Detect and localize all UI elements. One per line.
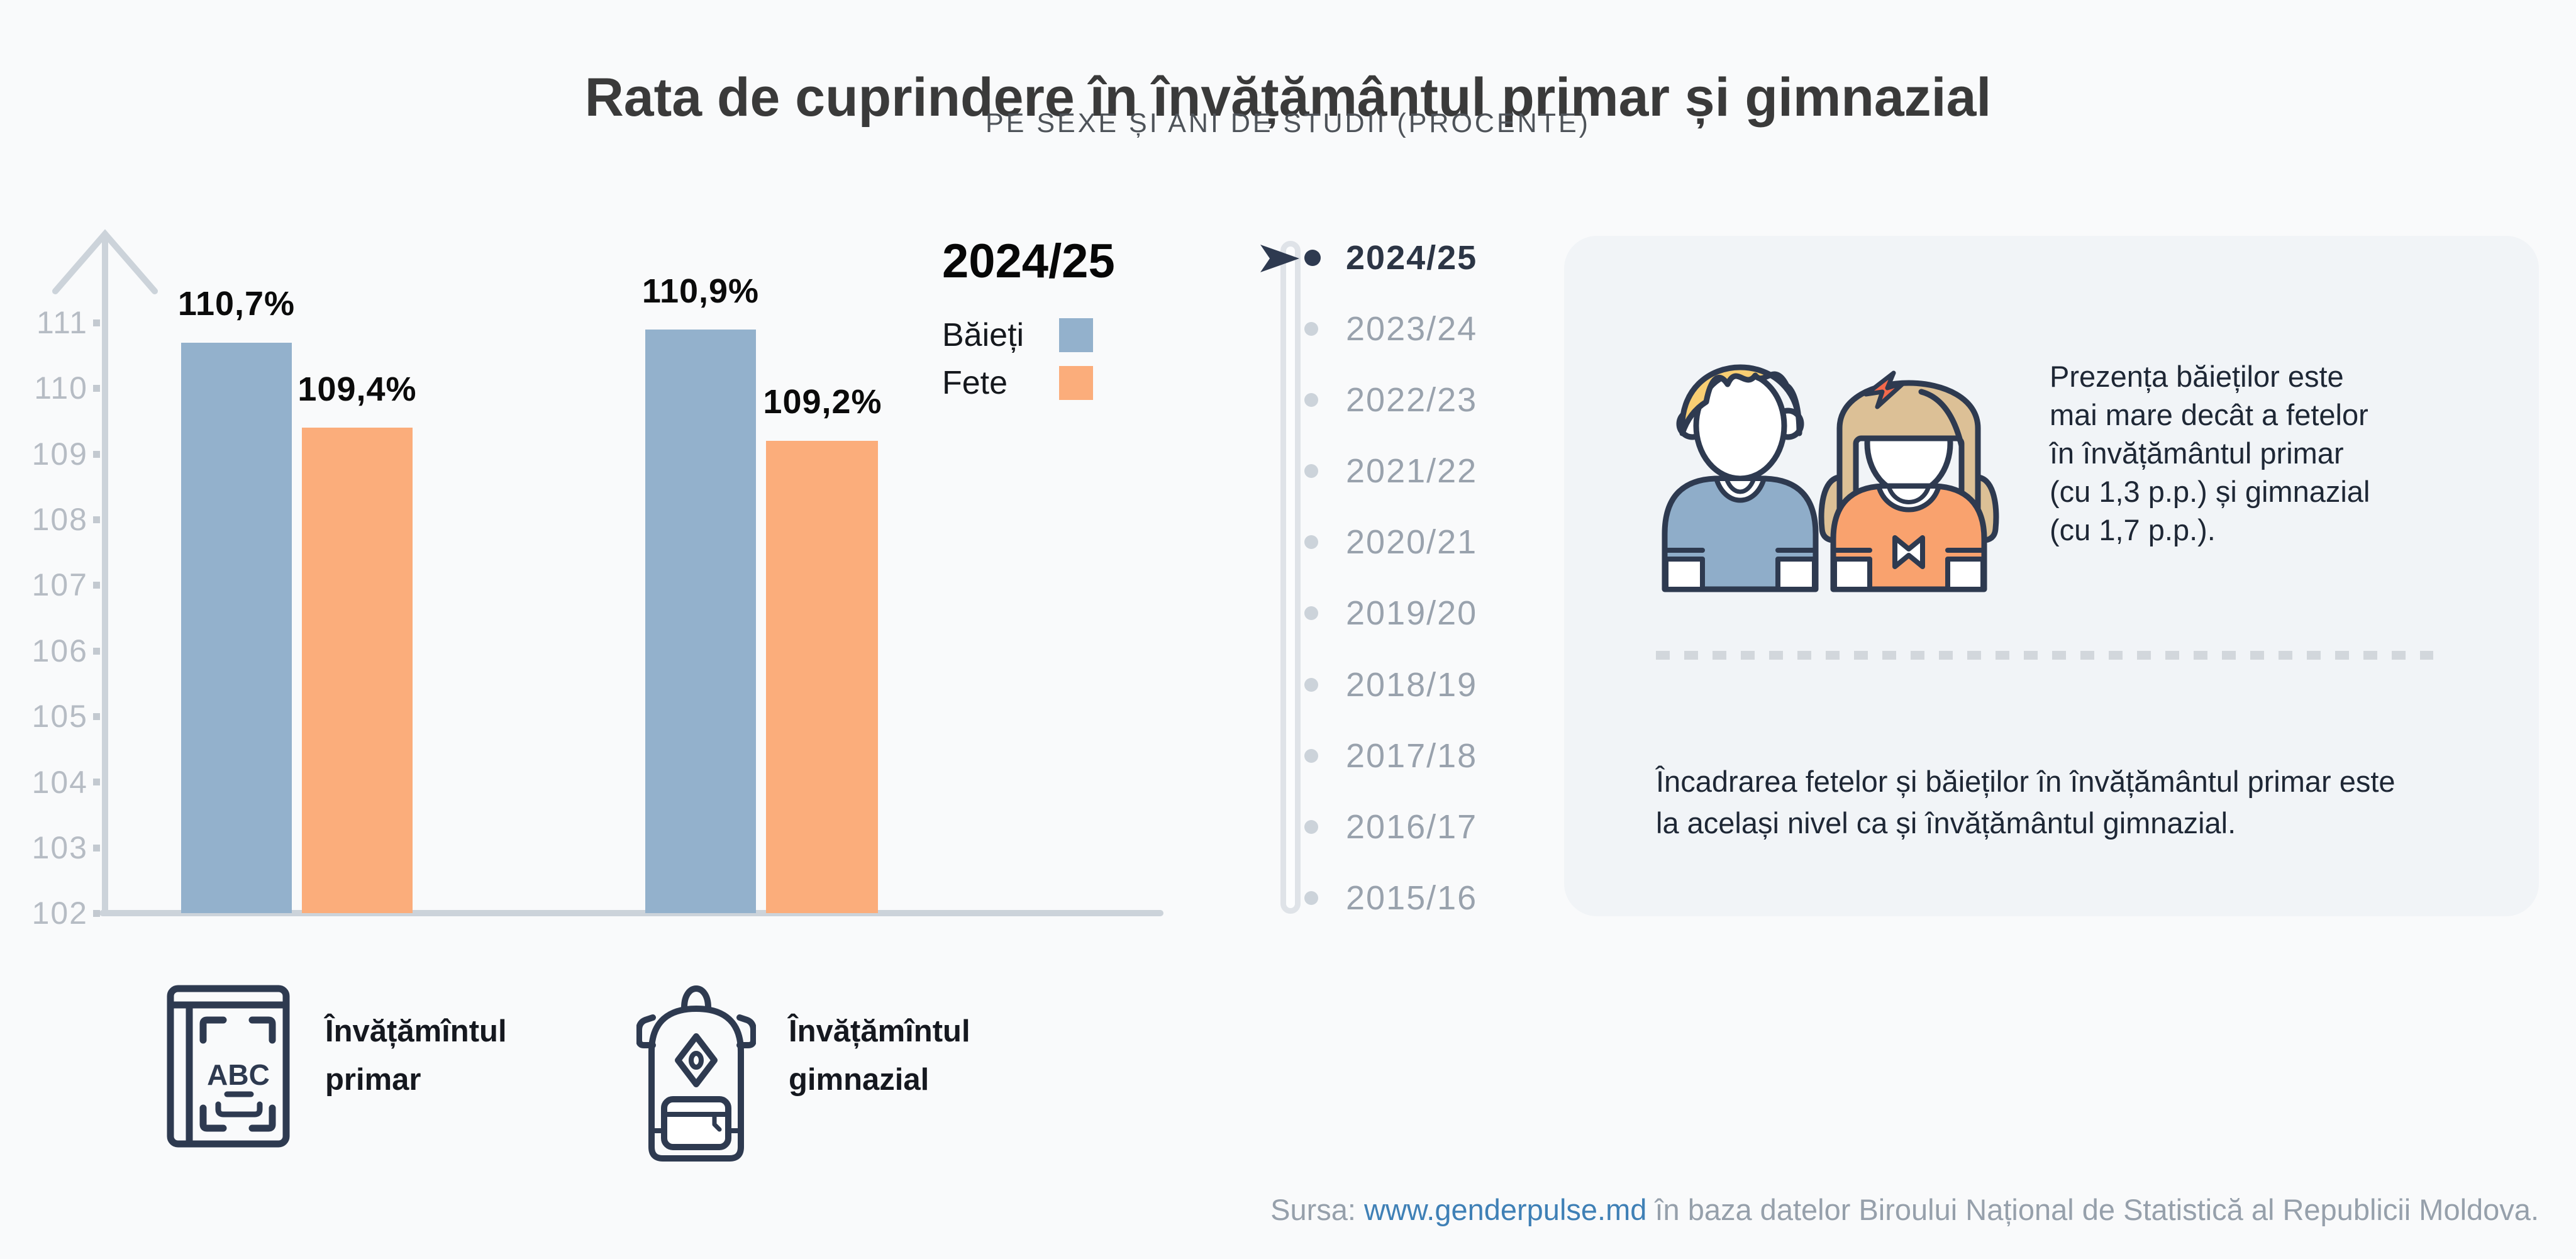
y-axis bbox=[52, 229, 1163, 917]
timeline-year-label: 2024/25 bbox=[1346, 239, 1478, 277]
source-link[interactable]: www.genderpulse.md bbox=[1364, 1193, 1647, 1226]
legend-item-fete: Fete bbox=[942, 364, 1093, 402]
timeline-year-label: 2019/20 bbox=[1346, 594, 1478, 632]
timeline-dot bbox=[1304, 820, 1318, 834]
legend-item-boys: Băieți bbox=[942, 316, 1093, 354]
svg-text:ABC: ABC bbox=[207, 1058, 270, 1091]
ytick-label: 109 bbox=[31, 436, 88, 472]
ytick-label: 105 bbox=[31, 699, 88, 734]
timeline-year-label: 2022/23 bbox=[1346, 381, 1478, 419]
timeline-year-label: 2015/16 bbox=[1346, 879, 1478, 917]
insight-card: Prezența băieților este mai mare decât a… bbox=[1564, 236, 2539, 916]
value-label-fete-primar: 109,4% bbox=[297, 370, 417, 408]
timeline-year-2015-16[interactable]: 2015/16 bbox=[1304, 879, 1477, 918]
ytick-label: 111 bbox=[36, 305, 88, 340]
ytick-label: 107 bbox=[31, 567, 88, 602]
legend-swatch-fete bbox=[1059, 366, 1093, 400]
timeline-dot bbox=[1304, 678, 1318, 692]
timeline-year-label: 2021/22 bbox=[1346, 452, 1478, 490]
timeline-year-label: 2023/24 bbox=[1346, 310, 1478, 348]
ytick-label: 102 bbox=[31, 896, 88, 931]
timeline-dot bbox=[1304, 393, 1318, 407]
timeline-year-2016-17[interactable]: 2016/17 bbox=[1304, 807, 1477, 846]
timeline-dot bbox=[1304, 322, 1318, 336]
timeline-year-2022-23[interactable]: 2022/23 bbox=[1304, 380, 1477, 419]
timeline-year-2024-25[interactable]: 2024/25 bbox=[1304, 238, 1477, 277]
timeline-dot bbox=[1304, 606, 1318, 620]
timeline-year-2017-18[interactable]: 2017/18 bbox=[1304, 736, 1477, 775]
timeline-dot bbox=[1304, 535, 1318, 549]
timeline-year-2020-21[interactable]: 2020/21 bbox=[1304, 523, 1477, 562]
legend-label-boys: Băieți bbox=[942, 317, 1024, 353]
axis-ticks bbox=[93, 319, 100, 917]
timeline-dot bbox=[1304, 749, 1318, 763]
legend-label-fete: Fete bbox=[942, 365, 1008, 401]
timeline-year-label: 2018/19 bbox=[1346, 666, 1478, 704]
value-label-boys-gimnazial: 110,9% bbox=[641, 272, 760, 310]
timeline-dot bbox=[1304, 891, 1318, 905]
value-label-boys-primar: 110,7% bbox=[177, 285, 296, 323]
bar-fete-primar bbox=[302, 428, 413, 913]
source-suffix: în baza datelor Biroului Național de Sta… bbox=[1646, 1193, 2539, 1226]
page-title: Rata de cuprindere în învățământul prima… bbox=[584, 67, 1992, 128]
ytick-label: 110 bbox=[34, 370, 88, 406]
bar-fete-gimnazial bbox=[766, 441, 878, 913]
source-line: Sursa: www.genderpulse.md în baza datelo… bbox=[1270, 1192, 2539, 1227]
backpack-icon bbox=[636, 985, 756, 1162]
timeline-dot bbox=[1304, 250, 1321, 266]
ytick-label: 104 bbox=[31, 765, 88, 800]
timeline-year-label: 2017/18 bbox=[1346, 737, 1478, 775]
abc-book-icon: ABC bbox=[167, 985, 290, 1148]
category-label-gimnazial: Învățămîntul gimnazial bbox=[789, 1014, 970, 1097]
timeline-year-2023-24[interactable]: 2023/24 bbox=[1304, 309, 1477, 348]
legend-swatch-boys bbox=[1059, 318, 1093, 352]
insight-primary-text: Prezența băieților este mai mare decât a… bbox=[2050, 360, 2370, 546]
timeline-year-2019-20[interactable]: 2019/20 bbox=[1304, 594, 1477, 633]
timeline-dot bbox=[1304, 464, 1318, 478]
timeline-year-label: 2020/21 bbox=[1346, 523, 1478, 561]
ytick-label: 106 bbox=[31, 633, 88, 668]
timeline-arrow-icon bbox=[1260, 245, 1299, 272]
legend-year-label: 2024/25 bbox=[942, 235, 1115, 288]
value-label-fete-gimnazial: 109,2% bbox=[763, 383, 882, 421]
source-prefix: Sursa: bbox=[1270, 1193, 1365, 1226]
boy-and-girl-icon bbox=[1662, 364, 1999, 592]
page-subtitle: PE SEXE ȘI ANI DE STUDII (PROCENTE) bbox=[985, 108, 1591, 138]
dashed-divider bbox=[1656, 651, 2433, 660]
bar-boys-primar bbox=[181, 343, 292, 913]
timeline-year-2021-22[interactable]: 2021/22 bbox=[1304, 452, 1477, 491]
timeline-track bbox=[1280, 241, 1301, 914]
timeline-year-2018-19[interactable]: 2018/19 bbox=[1304, 665, 1477, 704]
timeline-year-label: 2016/17 bbox=[1346, 808, 1478, 846]
category-label-primar: Învățămîntul primar bbox=[325, 1014, 507, 1097]
ytick-label: 108 bbox=[31, 502, 88, 537]
bar-boys-gimnazial bbox=[645, 330, 756, 913]
ytick-label: 103 bbox=[31, 830, 88, 865]
insight-secondary-text: Încadrarea fetelor și băieților în învăț… bbox=[1656, 765, 2396, 840]
